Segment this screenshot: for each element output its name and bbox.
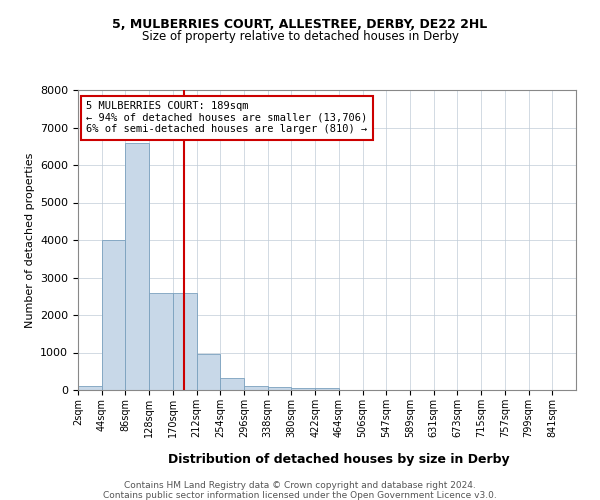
Text: Size of property relative to detached houses in Derby: Size of property relative to detached ho… xyxy=(142,30,458,43)
Text: Distribution of detached houses by size in Derby: Distribution of detached houses by size … xyxy=(168,452,510,466)
Bar xyxy=(197,354,220,390)
Bar xyxy=(292,388,315,390)
Text: 5 MULBERRIES COURT: 189sqm
← 94% of detached houses are smaller (13,706)
6% of s: 5 MULBERRIES COURT: 189sqm ← 94% of deta… xyxy=(86,101,368,134)
Bar xyxy=(102,240,125,390)
Bar xyxy=(149,292,173,390)
Bar xyxy=(244,386,268,390)
Bar xyxy=(78,386,102,390)
Text: Contains public sector information licensed under the Open Government Licence v3: Contains public sector information licen… xyxy=(103,491,497,500)
Bar xyxy=(173,292,197,390)
Bar xyxy=(268,387,292,390)
Text: Contains HM Land Registry data © Crown copyright and database right 2024.: Contains HM Land Registry data © Crown c… xyxy=(124,481,476,490)
Y-axis label: Number of detached properties: Number of detached properties xyxy=(25,152,35,328)
Text: 5, MULBERRIES COURT, ALLESTREE, DERBY, DE22 2HL: 5, MULBERRIES COURT, ALLESTREE, DERBY, D… xyxy=(112,18,488,30)
Bar xyxy=(220,378,244,390)
Bar xyxy=(125,142,149,390)
Bar xyxy=(315,388,339,390)
